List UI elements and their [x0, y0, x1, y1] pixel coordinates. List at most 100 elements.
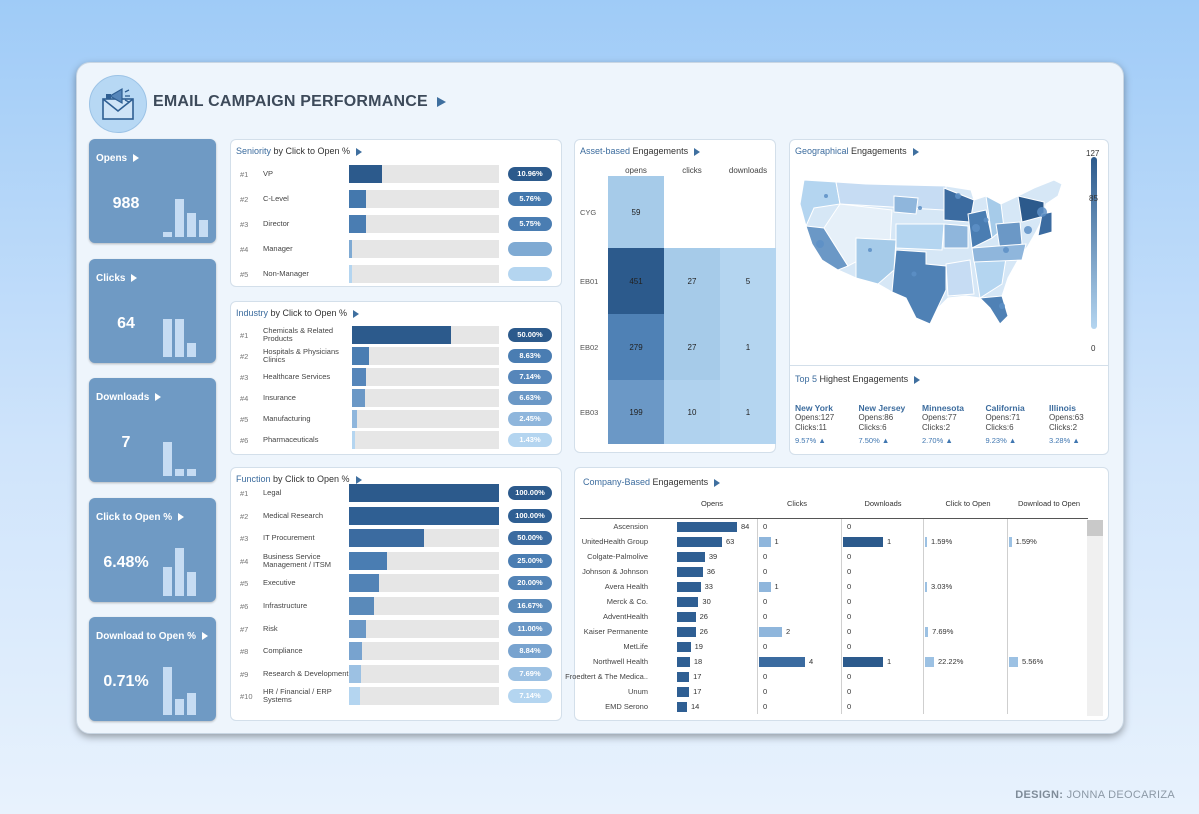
table-row[interactable]: Merck & Co. 30 0 0: [575, 595, 1085, 609]
function-bar-track[interactable]: [349, 529, 499, 548]
top5-item[interactable]: Illinois Opens:63 Clicks:2 3.28% ▲: [1049, 403, 1109, 446]
seniority-bar[interactable]: [349, 165, 382, 183]
kpi-card[interactable]: Opens 988: [89, 139, 216, 243]
opens-bar[interactable]: [677, 582, 701, 592]
table-row[interactable]: MetLife 19 0 0: [575, 640, 1085, 654]
function-bar-track[interactable]: [349, 687, 499, 706]
function-bar[interactable]: [349, 484, 499, 502]
clicks-bar[interactable]: [759, 537, 771, 547]
seniority-title[interactable]: Seniority by Click to Open %: [236, 146, 363, 156]
function-bar[interactable]: [349, 597, 374, 615]
asset-heat-cell[interactable]: 199: [608, 380, 664, 444]
dto-bar[interactable]: [1009, 537, 1012, 547]
asset-heat-cell[interactable]: 27: [664, 314, 720, 380]
seniority-bar-track[interactable]: [349, 165, 499, 183]
asset-heat-cell[interactable]: 5: [720, 248, 776, 314]
function-bar[interactable]: [349, 664, 361, 683]
table-row[interactable]: Ascension 84 0 0: [575, 520, 1085, 534]
asset-heat-cell[interactable]: 27: [664, 248, 720, 314]
function-bar-track[interactable]: [349, 619, 499, 638]
opens-bar[interactable]: [677, 552, 705, 562]
seniority-bar[interactable]: [349, 215, 367, 233]
opens-bar[interactable]: [677, 567, 703, 577]
table-row[interactable]: Froedtert & The Medica.. 17 0 0: [565, 670, 1085, 684]
kpi-card[interactable]: Click to Open % 6.48%: [89, 498, 216, 602]
top5-title[interactable]: Top 5 Highest Engagements: [795, 374, 921, 384]
seniority-bar-track[interactable]: [349, 265, 499, 283]
opens-bar[interactable]: [677, 672, 690, 682]
opens-bar[interactable]: [677, 702, 687, 712]
asset-heat-cell[interactable]: 1: [720, 314, 776, 380]
scrollbar[interactable]: [1087, 520, 1103, 716]
asset-heat-cell[interactable]: 59: [608, 176, 664, 248]
industry-bar[interactable]: [352, 347, 370, 365]
table-row[interactable]: UnitedHealth Group 63 1 1 1.59% 1.59%: [575, 535, 1085, 549]
industry-bar[interactable]: [352, 368, 367, 386]
table-row[interactable]: AdventHealth 26 0 0: [575, 610, 1085, 624]
kpi-card[interactable]: Downloads 7: [89, 378, 216, 482]
function-title[interactable]: Function by Click to Open %: [236, 474, 362, 484]
function-bar-track[interactable]: [349, 506, 499, 525]
table-row[interactable]: Johnson & Johnson 36 0 0: [575, 565, 1085, 579]
opens-bar[interactable]: [677, 612, 696, 622]
asset-title[interactable]: Asset-based Engagements: [580, 146, 701, 156]
table-row[interactable]: Northwell Health 18 4 1 22.22% 5.56%: [575, 655, 1085, 669]
opens-bar[interactable]: [677, 537, 722, 547]
function-bar[interactable]: [349, 506, 499, 525]
seniority-bar-track[interactable]: [349, 240, 499, 258]
function-bar-track[interactable]: [349, 597, 499, 615]
asset-heat-cell[interactable]: 279: [608, 314, 664, 380]
cto-bar[interactable]: [925, 627, 929, 637]
clicks-bar[interactable]: [759, 582, 771, 592]
cto-bar[interactable]: [925, 582, 927, 592]
opens-bar[interactable]: [677, 522, 737, 532]
downloads-bar[interactable]: [843, 657, 883, 667]
opens-bar[interactable]: [677, 642, 691, 652]
page-title[interactable]: EMAIL CAMPAIGN PERFORMANCE: [153, 93, 446, 111]
function-bar[interactable]: [349, 687, 360, 706]
industry-bar[interactable]: [352, 389, 366, 407]
table-row[interactable]: Avera Health 33 1 0 3.03%: [575, 580, 1085, 594]
industry-bar-track[interactable]: [352, 326, 499, 344]
clicks-bar[interactable]: [759, 627, 782, 637]
top5-item[interactable]: New York Opens:127 Clicks:11 9.57% ▲: [795, 403, 855, 446]
opens-bar[interactable]: [677, 627, 696, 637]
industry-bar[interactable]: [352, 326, 452, 344]
function-bar-track[interactable]: [349, 551, 499, 570]
function-bar[interactable]: [349, 529, 424, 548]
seniority-bar[interactable]: [349, 190, 367, 208]
industry-bar[interactable]: [352, 431, 355, 449]
dto-bar[interactable]: [1009, 657, 1018, 667]
function-bar-track[interactable]: [349, 642, 499, 661]
scrollbar-thumb[interactable]: [1087, 520, 1103, 536]
industry-bar-track[interactable]: [352, 431, 499, 449]
asset-heat-cell[interactable]: 451: [608, 248, 664, 314]
function-bar[interactable]: [349, 574, 379, 593]
table-row[interactable]: Unum 17 0 0: [575, 685, 1085, 699]
cto-bar[interactable]: [925, 537, 927, 547]
seniority-bar-track[interactable]: [349, 215, 499, 233]
table-row[interactable]: EMD Serono 14 0 0: [575, 700, 1085, 714]
seniority-bar[interactable]: [349, 240, 352, 258]
kpi-card[interactable]: Download to Open % 0.71%: [89, 617, 216, 721]
industry-bar-track[interactable]: [352, 410, 499, 428]
function-bar-track[interactable]: [349, 484, 499, 502]
table-row[interactable]: Colgate-Palmolive 39 0 0: [575, 550, 1085, 564]
function-bar-track[interactable]: [349, 664, 499, 683]
opens-bar[interactable]: [677, 597, 699, 607]
cto-bar[interactable]: [925, 657, 934, 667]
industry-bar-track[interactable]: [352, 389, 499, 407]
function-bar[interactable]: [349, 642, 363, 661]
clicks-bar[interactable]: [759, 657, 805, 667]
seniority-bar[interactable]: [349, 265, 352, 283]
geo-title[interactable]: Geographical Engagements: [795, 146, 919, 156]
downloads-bar[interactable]: [843, 537, 883, 547]
us-map[interactable]: [796, 174, 1076, 332]
opens-bar[interactable]: [677, 657, 690, 667]
industry-title[interactable]: Industry by Click to Open %: [236, 308, 360, 318]
function-bar[interactable]: [349, 551, 387, 570]
asset-heat-cell[interactable]: 10: [664, 380, 720, 444]
opens-bar[interactable]: [677, 687, 690, 697]
kpi-card[interactable]: Clicks 64: [89, 259, 216, 363]
company-title[interactable]: Company-Based Engagements: [583, 477, 721, 487]
